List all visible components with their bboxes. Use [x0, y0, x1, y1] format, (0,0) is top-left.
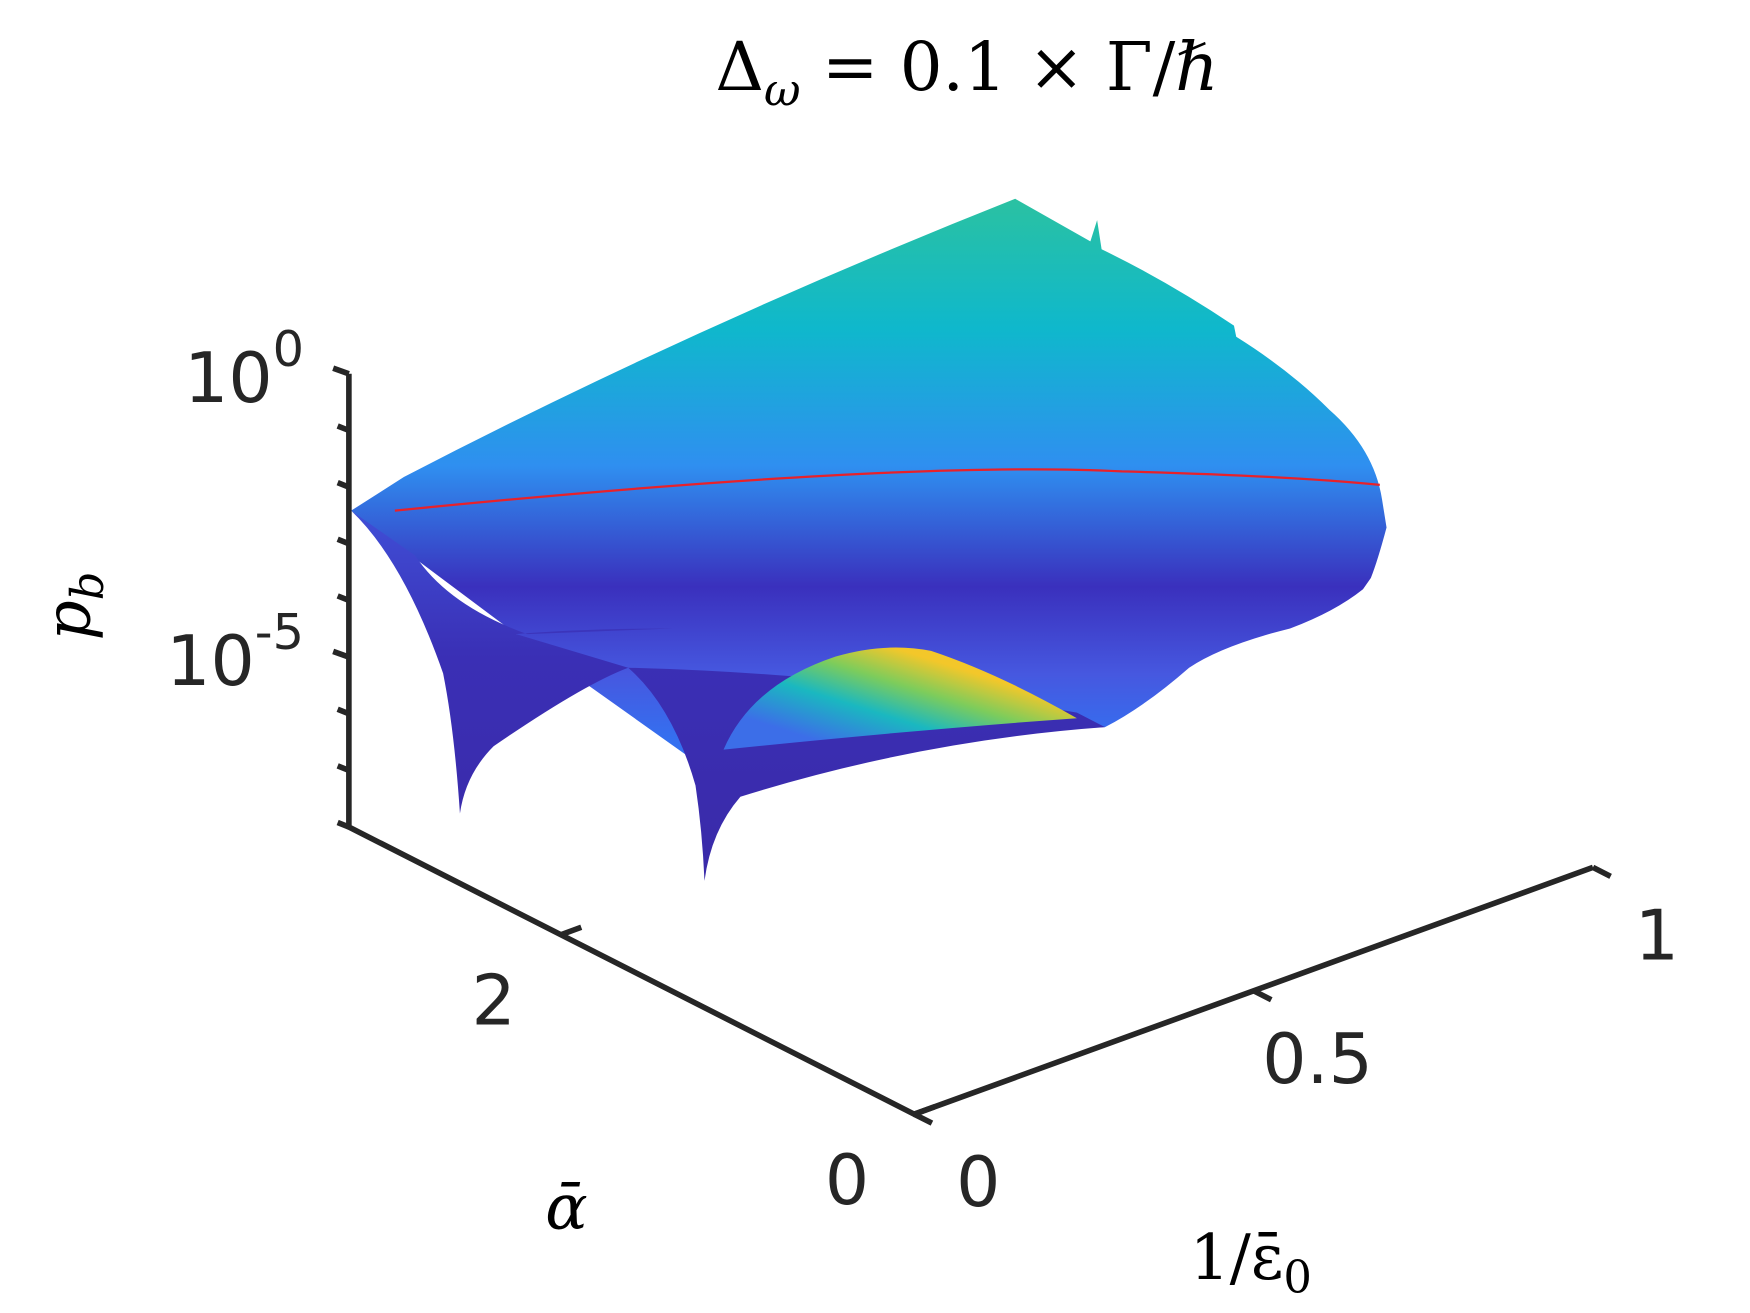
- y-axis-label: ᾱ: [545, 1171, 587, 1244]
- x-axis-label: 1/ε̄0: [1190, 1221, 1312, 1303]
- surface-sheet: [351, 198, 1387, 786]
- x-tick: [1591, 864, 1612, 879]
- title-sub: ω: [764, 64, 801, 117]
- y-tick-label: 0: [825, 1140, 869, 1221]
- x-tick-label: 0.5: [1262, 1019, 1373, 1100]
- z-minor-tick: [336, 536, 350, 547]
- x-tick-label: 1: [1635, 895, 1679, 976]
- y-tick: [559, 924, 583, 938]
- z-tick-exponent: -5: [255, 603, 304, 661]
- surface-lobe: [351, 510, 1105, 881]
- z-tick-base: 10: [166, 621, 255, 702]
- x-tick: [1252, 988, 1273, 1003]
- x-label-sub: 0: [1283, 1251, 1312, 1304]
- z-label-base: p: [32, 600, 105, 640]
- title-base: Δ: [715, 28, 764, 106]
- x-tick-label: 0: [956, 1142, 1000, 1223]
- z-minor-tick: [336, 819, 350, 830]
- surface: [351, 198, 1387, 881]
- z-minor-tick: [336, 593, 350, 604]
- chart-title: Δω = 0.1 × Γ/ℏ: [715, 28, 1218, 117]
- x-label-base: 1/ε̄: [1190, 1221, 1284, 1294]
- z-tick: [332, 648, 350, 660]
- z-tick-label: 10-5: [166, 603, 304, 702]
- z-minor-tick: [336, 423, 350, 434]
- z-axis-label: pb: [32, 572, 114, 641]
- title-rest: = 0.1 × Γ/ℏ: [801, 28, 1219, 106]
- z-tick-label: 100: [184, 320, 304, 419]
- z-tick: [332, 365, 350, 377]
- z-tick-base: 10: [184, 338, 273, 419]
- z-tick-exponent: 0: [273, 320, 304, 378]
- y-tick-label: 2: [471, 960, 515, 1041]
- surface-ridge-line: [394, 468, 1380, 512]
- z-minor-tick: [336, 706, 350, 717]
- z-minor-tick: [336, 763, 350, 773]
- y-tick: [913, 1104, 936, 1117]
- surface-bump: [723, 647, 1077, 750]
- z-minor-tick: [336, 480, 350, 490]
- z-label-sub: b: [61, 572, 114, 601]
